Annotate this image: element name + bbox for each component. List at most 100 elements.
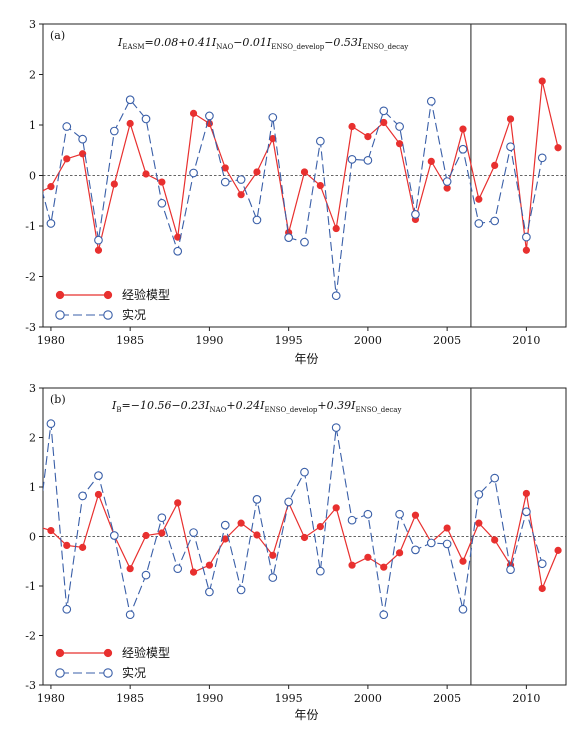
x-axis-label: 年份	[294, 708, 318, 722]
data-point-obs	[331, 291, 341, 301]
data-point-model	[94, 246, 103, 254]
data-point-model	[522, 489, 530, 498]
data-point-obs	[173, 246, 183, 256]
data-point-obs	[268, 573, 278, 582]
data-point-obs	[490, 473, 500, 483]
data-point-model	[364, 553, 372, 561]
data-point-model	[554, 144, 562, 152]
data-point-model	[364, 133, 372, 141]
data-point-model	[491, 161, 499, 169]
x-tick-label: 1995	[275, 692, 303, 705]
data-point-model	[443, 524, 451, 532]
data-point-model	[126, 565, 134, 573]
data-point-model	[126, 119, 134, 128]
data-point-model	[491, 536, 499, 544]
chart-panel-a: -3 -2 -1 0 1 2 3 1980 1985 1990 1995 2000 2005 2010 年份…	[25, 18, 567, 366]
x-tick-label: 1980	[37, 692, 65, 705]
data-point-model	[63, 155, 71, 163]
data-point-obs	[363, 156, 373, 165]
legend-label-model: 经验模型	[122, 287, 170, 302]
data-point-obs	[62, 604, 72, 614]
data-point-obs	[236, 175, 246, 184]
data-point-model	[316, 522, 324, 531]
data-point-obs	[31, 161, 39, 169]
legend-marker-obs	[55, 310, 65, 320]
legend-marker-model	[55, 648, 65, 658]
data-point-model	[459, 557, 467, 565]
y-tick-label: -1	[25, 580, 36, 593]
legend-marker-model	[103, 648, 113, 658]
data-point-model	[79, 150, 87, 158]
data-point-obs	[236, 585, 246, 595]
data-point-obs	[109, 126, 119, 136]
data-point-obs	[94, 471, 103, 480]
data-point-model	[395, 549, 404, 557]
x-tick-label: 1990	[195, 692, 223, 705]
data-point-obs	[109, 531, 119, 540]
data-point-obs	[537, 153, 547, 163]
data-point-obs	[62, 122, 72, 131]
data-point-obs	[395, 509, 404, 519]
data-point-obs	[426, 538, 436, 548]
y-tick-label: -1	[25, 220, 36, 233]
data-point-obs	[46, 419, 56, 428]
data-point-obs	[411, 210, 420, 219]
data-point-obs	[411, 545, 420, 555]
x-tick-label: 2005	[433, 692, 461, 705]
data-point-obs	[315, 566, 325, 576]
data-point-model	[411, 511, 420, 519]
legend-marker-model	[55, 290, 65, 300]
data-point-model	[522, 246, 530, 254]
regression-formula: IB=−10.56−0.23INAO+0.24IENSO_develop+0.3…	[111, 399, 401, 414]
x-tick-label: 1990	[195, 334, 223, 347]
series-line-obs	[43, 423, 543, 617]
data-point-model	[158, 178, 166, 186]
data-point-obs	[141, 570, 151, 580]
data-point-obs	[205, 587, 214, 597]
legend-marker-obs	[55, 668, 65, 678]
y-tick-label: 3	[29, 382, 36, 395]
x-tick-label: 2005	[433, 334, 461, 347]
data-point-model	[332, 224, 340, 233]
data-point-obs	[94, 235, 103, 245]
y-tick-label: -3	[25, 679, 36, 692]
data-point-obs	[458, 144, 468, 154]
data-point-obs	[522, 507, 531, 517]
data-point-model	[538, 77, 546, 85]
legend-marker-obs	[103, 668, 113, 678]
chart-panel-b: -3 -2 -1 0 1 2 3 1980 1985 1990 1995 2000 2005 2010 年份…	[25, 382, 567, 722]
x-tick-label: 1985	[116, 334, 144, 347]
panel-label: (a)	[50, 29, 65, 42]
data-point-obs	[157, 513, 167, 523]
data-point-model	[459, 125, 467, 133]
data-point-obs	[252, 215, 262, 225]
data-point-obs	[442, 539, 452, 549]
data-point-model	[142, 531, 150, 540]
legend-marker-model	[103, 290, 113, 300]
data-point-model	[189, 109, 198, 117]
data-point-model	[427, 157, 435, 165]
data-point-model	[237, 191, 245, 199]
data-point-obs	[379, 610, 389, 620]
x-tick-label: 2010	[512, 692, 540, 705]
data-point-model	[47, 183, 55, 191]
data-point-obs	[78, 491, 87, 501]
data-point-model	[348, 561, 356, 569]
data-point-model	[158, 529, 166, 537]
legend-label-obs: 实况	[122, 665, 146, 680]
data-point-model	[395, 140, 404, 148]
data-point-obs	[363, 509, 373, 519]
data-point-model	[189, 568, 198, 576]
data-point-obs	[379, 106, 389, 116]
data-point-model	[142, 170, 150, 178]
data-point-obs	[173, 564, 183, 574]
data-point-obs	[125, 610, 135, 620]
data-point-obs	[315, 136, 325, 146]
data-point-model	[47, 526, 55, 535]
y-tick-label: 2	[29, 432, 36, 445]
data-point-obs	[458, 604, 468, 614]
data-point-model	[269, 551, 277, 559]
data-point-model	[380, 563, 388, 571]
x-tick-label: 2000	[354, 334, 382, 347]
panel-label: (b)	[50, 393, 66, 406]
